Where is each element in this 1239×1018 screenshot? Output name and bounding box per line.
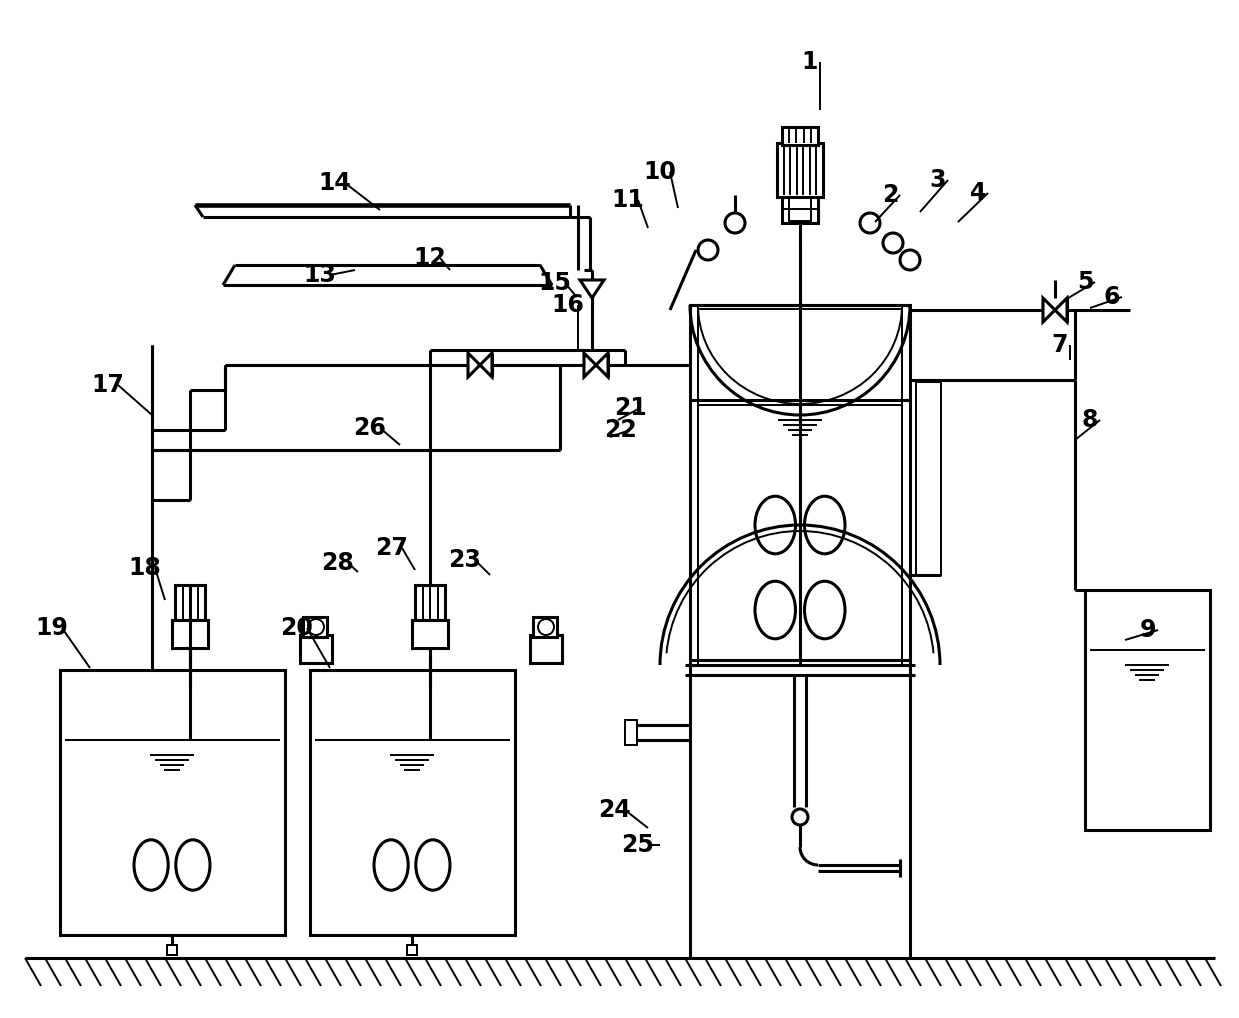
- Text: 12: 12: [414, 246, 446, 270]
- Bar: [533, 617, 558, 637]
- Bar: [415, 585, 445, 620]
- Bar: [310, 670, 515, 935]
- Text: 20: 20: [280, 616, 313, 640]
- Text: 19: 19: [36, 616, 68, 640]
- Text: 17: 17: [92, 373, 124, 397]
- Bar: [690, 305, 909, 665]
- Bar: [782, 195, 818, 223]
- Text: 13: 13: [304, 263, 337, 287]
- Text: 5: 5: [1077, 270, 1093, 294]
- Polygon shape: [584, 353, 596, 377]
- Text: 16: 16: [551, 293, 585, 317]
- Text: 21: 21: [613, 396, 647, 420]
- Polygon shape: [1054, 298, 1067, 322]
- Bar: [916, 382, 940, 575]
- Text: 6: 6: [1104, 285, 1120, 309]
- Text: 14: 14: [318, 171, 352, 195]
- Text: 22: 22: [603, 418, 637, 442]
- Text: 26: 26: [353, 416, 387, 440]
- Bar: [300, 635, 332, 663]
- Text: 18: 18: [129, 556, 161, 580]
- Text: 23: 23: [449, 548, 482, 572]
- Text: 8: 8: [1082, 408, 1098, 432]
- Bar: [530, 635, 563, 663]
- Bar: [782, 127, 818, 145]
- Text: 1: 1: [802, 50, 818, 74]
- Bar: [624, 720, 637, 745]
- Polygon shape: [479, 353, 492, 377]
- Text: 24: 24: [598, 798, 632, 822]
- Bar: [167, 945, 177, 955]
- Text: 7: 7: [1052, 333, 1068, 357]
- Bar: [413, 620, 449, 648]
- Bar: [172, 620, 208, 648]
- Polygon shape: [580, 280, 603, 298]
- Polygon shape: [596, 353, 608, 377]
- Bar: [789, 197, 812, 221]
- Bar: [175, 585, 204, 620]
- Text: 2: 2: [882, 183, 898, 207]
- Polygon shape: [468, 353, 479, 377]
- Bar: [406, 945, 418, 955]
- Polygon shape: [1043, 298, 1054, 322]
- Bar: [59, 670, 285, 935]
- Text: 15: 15: [539, 271, 571, 295]
- Text: 10: 10: [643, 160, 676, 184]
- Bar: [304, 617, 327, 637]
- Text: 11: 11: [612, 188, 644, 212]
- Text: 9: 9: [1140, 618, 1156, 642]
- Text: 28: 28: [322, 551, 354, 575]
- Text: 4: 4: [970, 181, 986, 205]
- Text: 3: 3: [929, 168, 947, 192]
- Text: 25: 25: [622, 833, 654, 857]
- Bar: [777, 143, 823, 197]
- Text: 27: 27: [375, 536, 409, 560]
- Bar: [1085, 590, 1211, 830]
